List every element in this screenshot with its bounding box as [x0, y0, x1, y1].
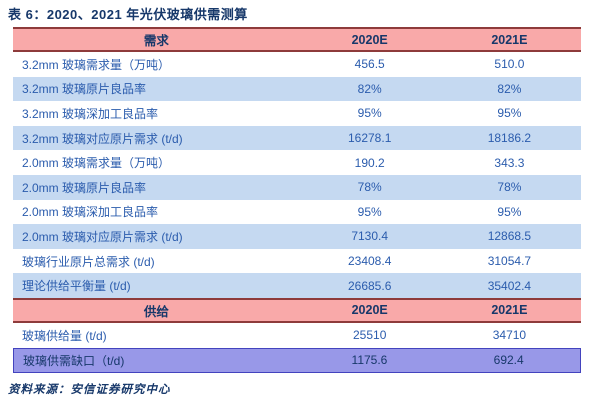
- row-value-2021: 18186.2: [487, 131, 532, 146]
- table-row: 2.0mm 玻璃深加工良品率 95% 95%: [13, 200, 581, 225]
- row-value-2020: 26685.6: [347, 278, 392, 293]
- row-label: 玻璃行业原片总需求 (t/d): [22, 254, 155, 269]
- table-row: 玻璃行业原片总需求 (t/d) 23408.4 31054.7: [13, 249, 581, 274]
- supply-gap-row: 玻璃供需缺口（t/d) 1175.6 692.4: [13, 347, 581, 373]
- row-label: 3.2mm 玻璃对应原片需求 (t/d): [22, 131, 183, 146]
- table-row: 3.2mm 玻璃深加工良品率 95% 95%: [13, 101, 581, 126]
- row-value-2021: 692.4: [493, 353, 524, 368]
- row-value-2021: 343.3: [494, 155, 525, 170]
- table-row: 2.0mm 玻璃需求量（万吨） 190.2 343.3: [13, 150, 581, 175]
- row-label: 2.0mm 玻璃原片良品率: [22, 180, 147, 195]
- row-label: 玻璃供需缺口（t/d): [23, 353, 125, 368]
- row-label: 2.0mm 玻璃需求量（万吨）: [22, 156, 171, 171]
- row-label: 3.2mm 玻璃深加工良品率: [22, 106, 159, 121]
- table-row: 3.2mm 玻璃原片良品率 82% 82%: [13, 76, 581, 102]
- row-value-2020: 25510: [353, 328, 387, 343]
- row-value-2020: 23408.4: [347, 254, 392, 269]
- section-label: 需求: [143, 34, 169, 48]
- row-label: 3.2mm 玻璃需求量（万吨）: [22, 57, 171, 72]
- row-value-2021: 82%: [497, 81, 522, 96]
- row-value-2020: 16278.1: [347, 131, 392, 146]
- column-header-2021e: 2021E: [491, 32, 528, 47]
- row-label: 2.0mm 玻璃对应原片需求 (t/d): [22, 229, 183, 244]
- row-label: 理论供给平衡量 (t/d): [22, 279, 131, 294]
- table-title: 表 6：2020、2021 年光伏玻璃供需测算: [8, 7, 248, 22]
- row-label: 玻璃供给量 (t/d): [22, 328, 107, 343]
- row-value-2021: 510.0: [494, 57, 525, 72]
- table-row: 玻璃供给量 (t/d) 25510 34710: [13, 323, 581, 348]
- row-label: 3.2mm 玻璃原片良品率: [22, 82, 147, 97]
- row-value-2021: 95%: [497, 204, 522, 219]
- row-value-2021: 35402.4: [487, 278, 532, 293]
- table-row: 3.2mm 玻璃对应原片需求 (t/d) 16278.1 18186.2: [13, 125, 581, 151]
- row-value-2020: 82%: [357, 81, 382, 96]
- table-row: 2.0mm 玻璃原片良品率 78% 78%: [13, 174, 581, 200]
- supply-section-header: 供给 2020E 2021E: [13, 297, 581, 323]
- row-value-2020: 456.5: [354, 57, 385, 72]
- row-value-2020: 78%: [357, 180, 382, 195]
- row-value-2020: 190.2: [354, 155, 385, 170]
- table-row: 2.0mm 玻璃对应原片需求 (t/d) 7130.4 12868.5: [13, 224, 581, 249]
- row-value-2020: 95%: [357, 204, 382, 219]
- supply-demand-table: 需求 2020E 2021E 3.2mm 玻璃需求量（万吨） 456.5 510…: [13, 27, 581, 373]
- table-row: 3.2mm 玻璃需求量（万吨） 456.5 510.0: [13, 52, 581, 77]
- demand-section-header: 需求 2020E 2021E: [13, 27, 581, 52]
- row-value-2020: 1175.6: [351, 353, 388, 368]
- row-value-2021: 78%: [497, 180, 522, 195]
- column-header-2020e: 2020E: [351, 32, 388, 47]
- row-value-2021: 34710: [492, 328, 527, 343]
- row-value-2020: 7130.4: [351, 229, 389, 244]
- column-header-2020e: 2020E: [351, 303, 388, 318]
- row-value-2021: 95%: [497, 106, 522, 121]
- table-row: 理论供给平衡量 (t/d) 26685.6 35402.4: [13, 273, 581, 298]
- row-value-2020: 95%: [357, 106, 382, 121]
- source-note: 资料来源：安信证券研究中心: [8, 383, 171, 396]
- row-value-2021: 12868.5: [487, 229, 532, 244]
- column-header-2021e: 2021E: [491, 303, 528, 318]
- row-label: 2.0mm 玻璃深加工良品率: [22, 205, 159, 220]
- section-label: 供给: [143, 304, 169, 319]
- row-value-2021: 31054.7: [487, 254, 532, 269]
